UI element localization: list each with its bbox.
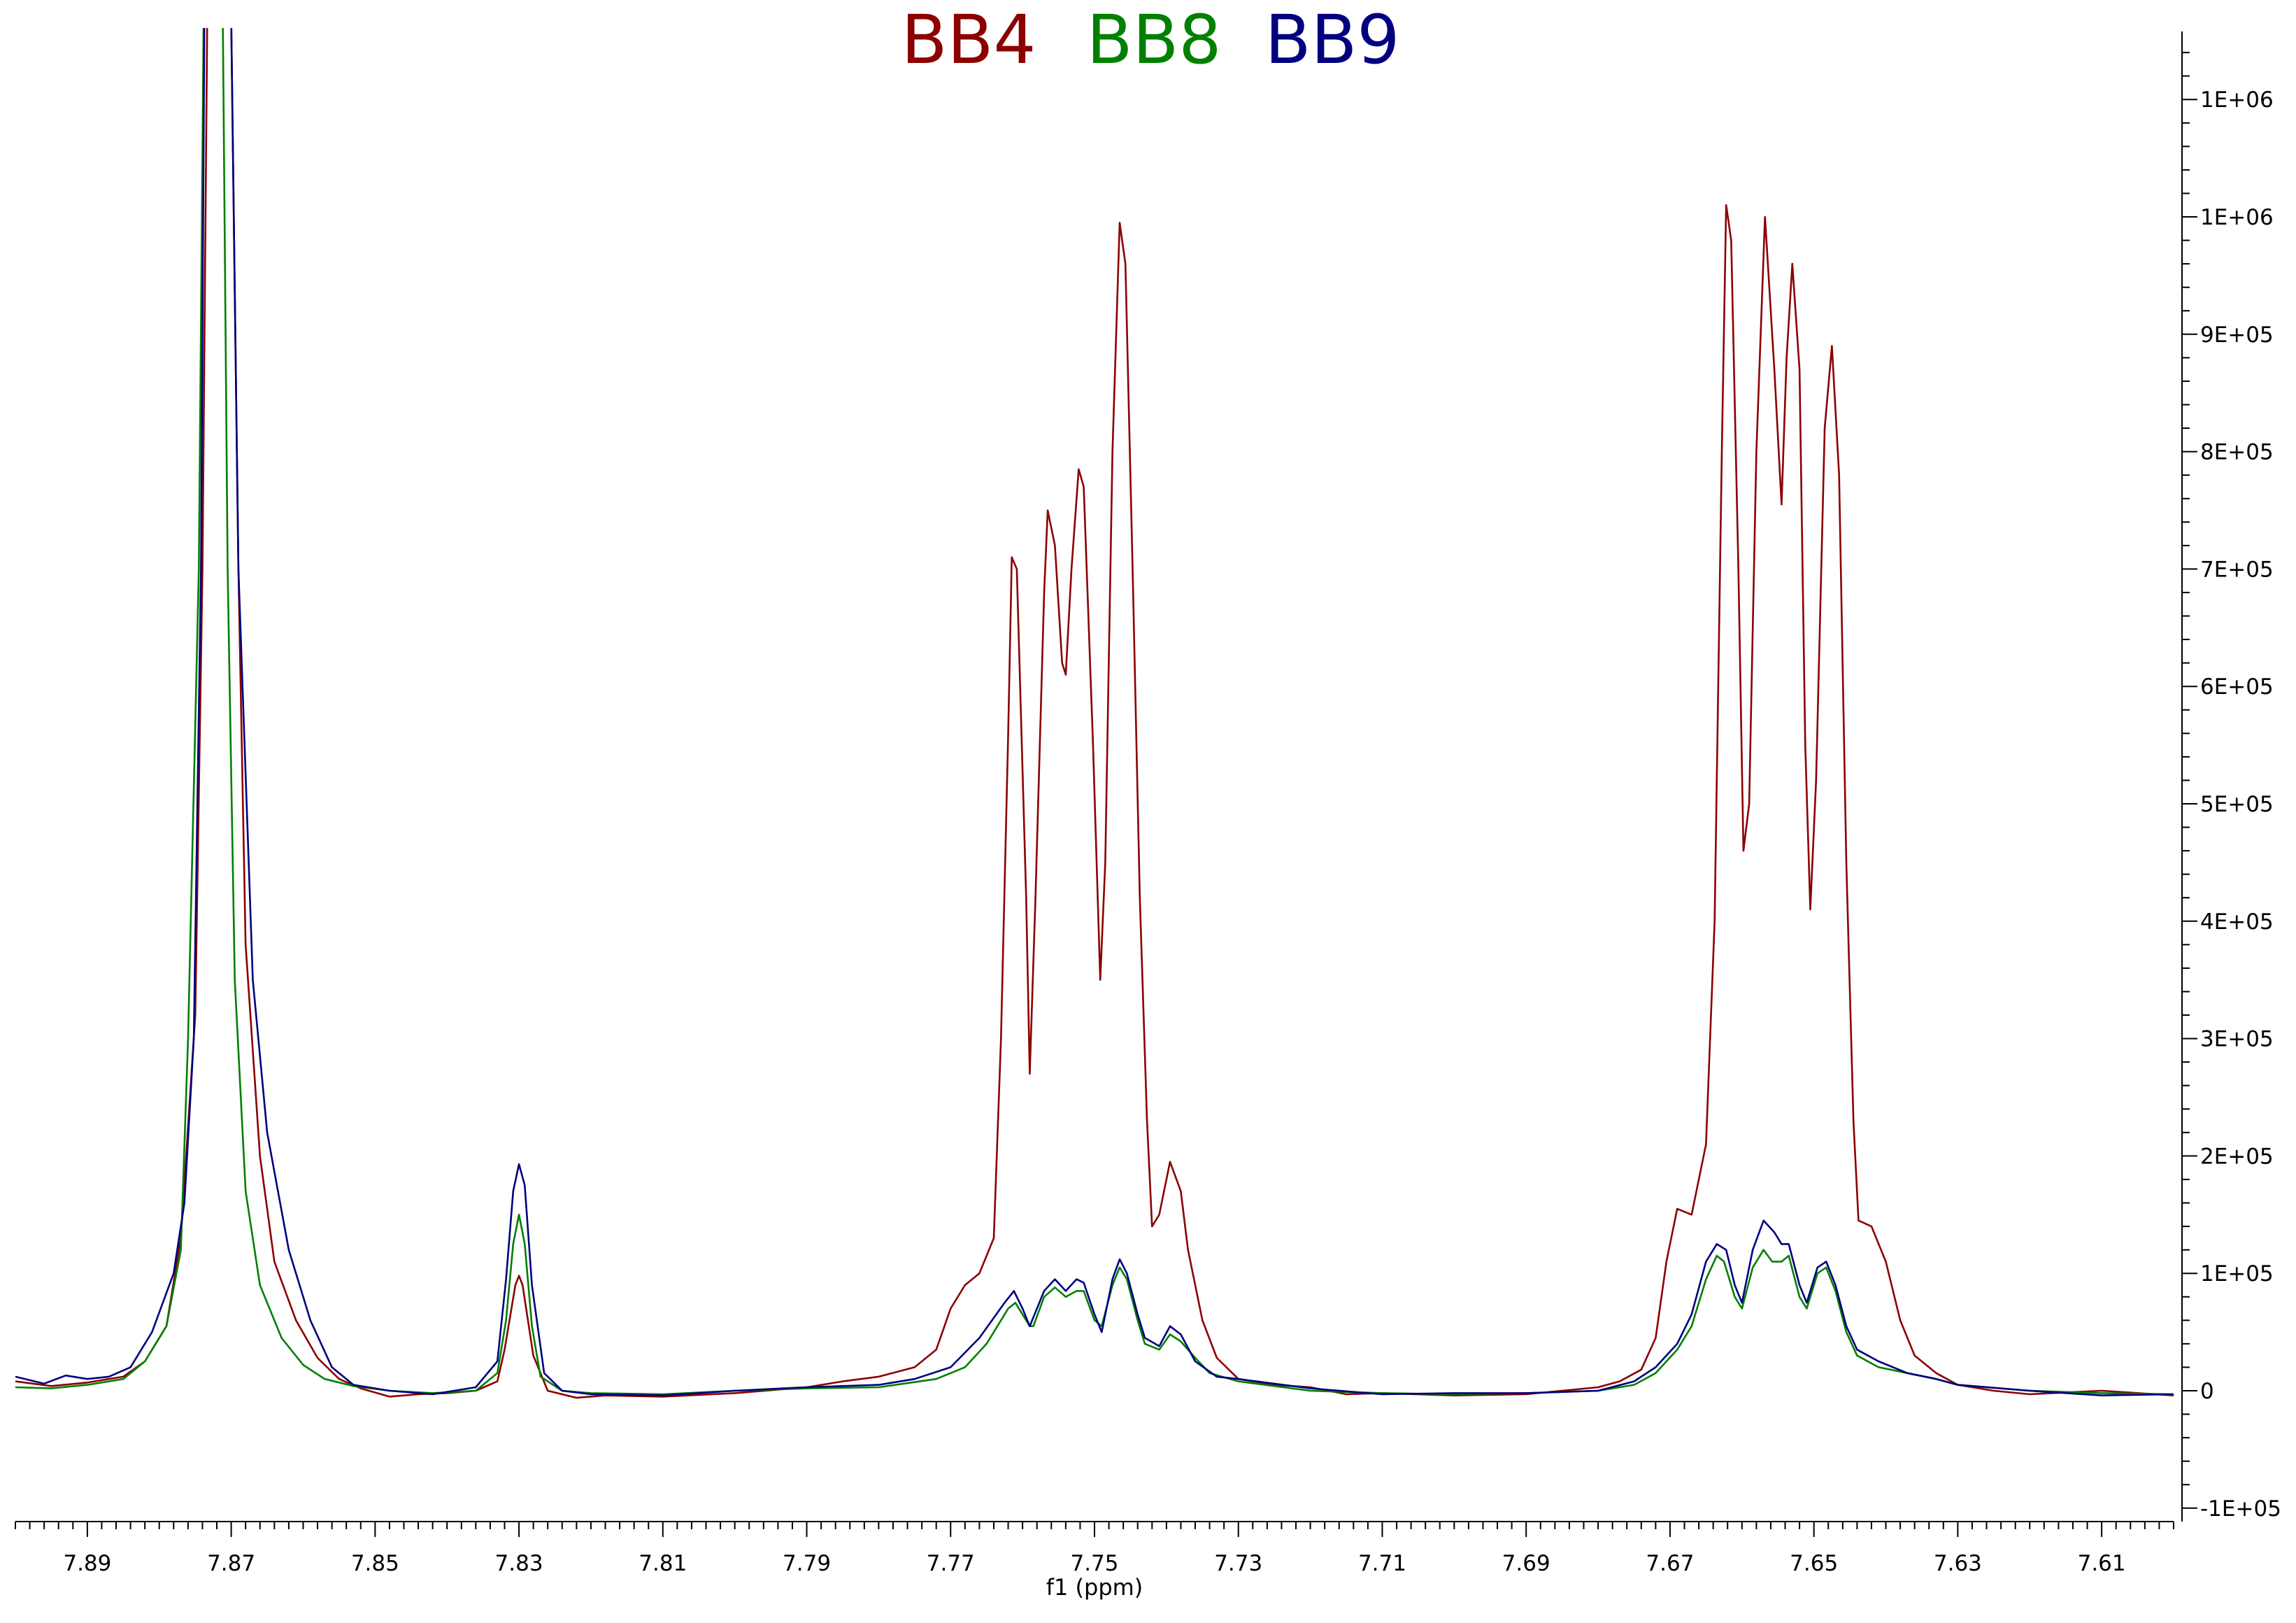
x-tick-label: 7.71 (1358, 1551, 1406, 1576)
series-line-bb4 (15, 28, 2174, 1399)
series-layer (15, 28, 2174, 1399)
x-tick-label: 7.85 (351, 1551, 399, 1576)
y-tick-label: 1E+06 (2200, 205, 2274, 230)
y-tick-label: 1E+06 (2200, 87, 2274, 113)
x-tick-label: 7.65 (1790, 1551, 1838, 1576)
y-tick-label: 8E+05 (2200, 440, 2274, 465)
y-tick-label: 6E+05 (2200, 674, 2274, 700)
x-tick-label: 7.83 (495, 1551, 543, 1576)
y-tick-label: 5E+05 (2200, 792, 2274, 817)
x-tick-label: 7.67 (1646, 1551, 1694, 1576)
legend-item-bb9: BB9 (1265, 1, 1400, 79)
y-tick-label: 2E+05 (2200, 1144, 2274, 1169)
y-tick-label: 7E+05 (2200, 557, 2274, 582)
x-tick-label: 7.73 (1214, 1551, 1262, 1576)
y-tick-label: 3E+05 (2200, 1027, 2274, 1052)
x-tick-label: 7.81 (639, 1551, 687, 1576)
x-tick-label: 7.89 (63, 1551, 111, 1576)
y-tick-label: 4E+05 (2200, 909, 2274, 935)
x-axis: 7.89 7.87 7.85 7.83 7.81 7.79 7.77 7.75 7.73 7.71… (15, 1521, 2174, 1576)
x-tick-label: 7.87 (207, 1551, 255, 1576)
x-tick-label: 7.63 (1934, 1551, 1982, 1576)
x-tick-label: 7.75 (1070, 1551, 1118, 1576)
x-tick-label: 7.77 (927, 1551, 975, 1576)
x-tick-label: 7.79 (783, 1551, 831, 1576)
x-axis-title: f1 (ppm) (1046, 1574, 1143, 1601)
series-line-bb8 (15, 28, 2174, 1396)
y-axis: -1E+05 0 1E+05 2E+05 3E+05 4E+05 5E+05 6E+05 7E+… (2181, 31, 2281, 1522)
x-tick-label: 7.61 (2078, 1551, 2126, 1576)
legend-item-bb8: BB8 (1087, 1, 1222, 79)
y-tick-label: 1E+05 (2200, 1261, 2274, 1287)
series-line-bb9 (15, 28, 2174, 1396)
y-tick-label: -1E+05 (2200, 1496, 2281, 1522)
y-tick-label: 0 (2200, 1379, 2214, 1404)
x-tick-label: 7.69 (1502, 1551, 1550, 1576)
legend: BB4 BB8 BB9 (901, 1, 1400, 79)
y-tick-label: 9E+05 (2200, 323, 2274, 348)
legend-item-bb4: BB4 (901, 1, 1036, 79)
